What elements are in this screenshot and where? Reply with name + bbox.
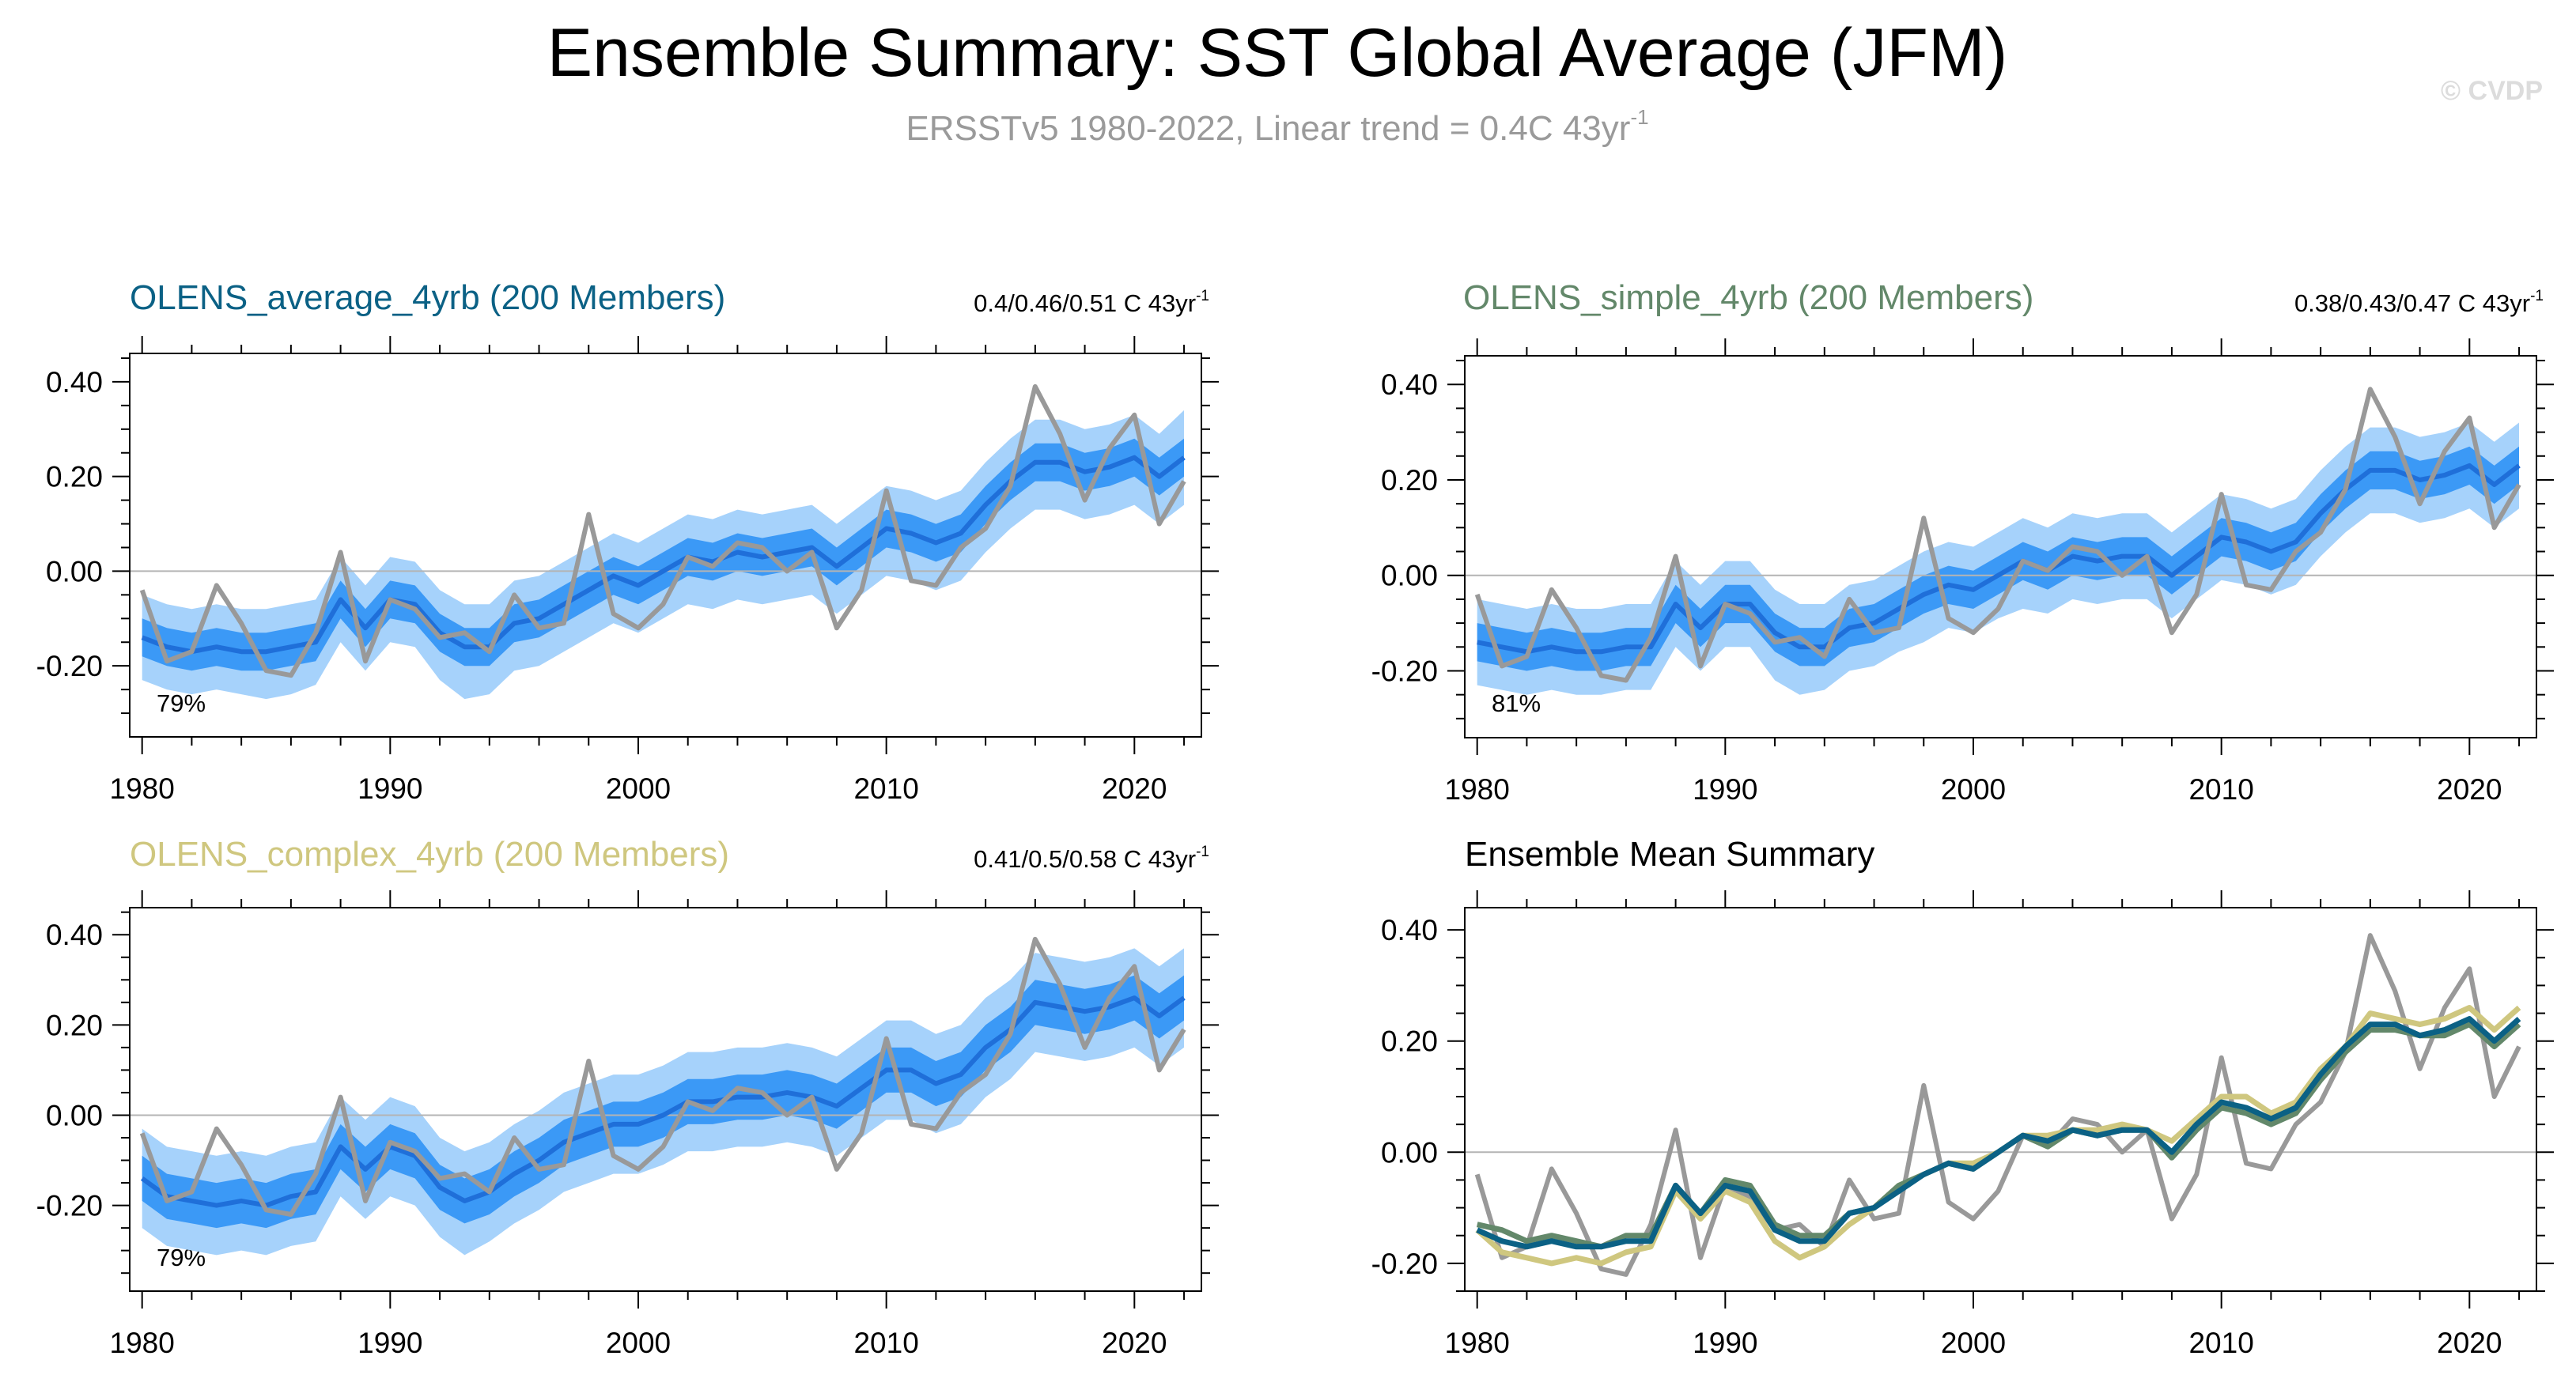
x-tick-label: 2000 — [1941, 773, 2006, 806]
plot-area — [1465, 933, 2536, 1277]
panel-simple: OLENS_simple_4yrb (200 Members) 0.38/0.4… — [1371, 278, 2554, 806]
panel-title: OLENS_simple_4yrb (200 Members) — [1463, 278, 2033, 317]
observed-line — [1474, 387, 2521, 683]
plot-frame — [1464, 907, 2537, 1292]
x-tick-label: 1990 — [357, 772, 422, 805]
x-tick-label: 1990 — [1693, 1327, 1757, 1359]
y-tick-label: -0.20 — [1371, 655, 1438, 687]
simple-mean-line — [1476, 1022, 2521, 1250]
panel-trend-sup: -1 — [1196, 844, 1209, 860]
cvdp-watermark: © CVDP — [2441, 76, 2543, 106]
x-tick-label: 1980 — [1445, 1327, 1510, 1359]
panel-title: OLENS_complex_4yrb (200 Members) — [130, 835, 729, 874]
x-tick-label: 2010 — [853, 772, 918, 805]
y-tick-label: 0.00 — [1381, 1136, 1438, 1169]
plot-area — [1465, 387, 2536, 695]
panel-trend: 0.38/0.43/0.47 C 43yr-1 — [2294, 288, 2544, 317]
x-tick-label: 1980 — [110, 1327, 175, 1359]
x-tick-label: 1990 — [1693, 773, 1757, 806]
panel-trend-sup: -1 — [2530, 288, 2544, 304]
band-25-75 — [142, 975, 1185, 1229]
panel-average: OLENS_average_4yrb (200 Members) 0.4/0.4… — [36, 278, 1219, 805]
plot-frame — [1464, 355, 2537, 738]
x-tick-label: 2010 — [2188, 773, 2253, 806]
figure-subtitle-sup: -1 — [1630, 105, 1648, 129]
plot-frame — [129, 907, 1202, 1292]
plot-area — [130, 936, 1201, 1256]
x-tick-label: 1990 — [357, 1327, 422, 1359]
x-tick-label: 2010 — [2188, 1327, 2253, 1359]
y-tick-label: -0.20 — [1371, 1248, 1438, 1280]
y-tick-label: 0.20 — [46, 461, 103, 493]
complex-mean-line — [1475, 1005, 2521, 1267]
x-tick-label: 2000 — [606, 1327, 671, 1359]
y-tick-label: 0.40 — [46, 366, 103, 398]
plot-area — [130, 383, 1201, 700]
band-25-75 — [1477, 446, 2519, 671]
y-tick-label: 0.20 — [46, 1009, 103, 1041]
axes: 1980 1990 2000 2010 2020 0.40 0.20 0.00 -0.20 — [36, 336, 1219, 805]
panel-trend-main: 0.4/0.46/0.51 C 43yr — [974, 289, 1196, 317]
y-tick-label: -0.20 — [36, 1190, 103, 1222]
y-tick-label: 0.40 — [46, 919, 103, 951]
observed-line — [139, 383, 1186, 678]
y-tick-label: 0.00 — [46, 555, 103, 587]
panel-complex: OLENS_complex_4yrb (200 Members) 0.41/0.… — [36, 835, 1219, 1359]
x-tick-label: 2020 — [1102, 772, 1167, 805]
x-tick-label: 2000 — [606, 772, 671, 805]
panel-trend-main: 0.38/0.43/0.47 C 43yr — [2294, 289, 2530, 317]
observed-line — [139, 936, 1186, 1217]
y-tick-label: -0.20 — [36, 650, 103, 682]
figure-header: Ensemble Summary: SST Global Average (JF… — [547, 15, 2543, 148]
panel-trend: 0.41/0.5/0.58 C 43yr-1 — [974, 844, 1209, 873]
figure-title: Ensemble Summary: SST Global Average (JF… — [547, 15, 2007, 91]
panel-trend-main: 0.41/0.5/0.58 C 43yr — [974, 845, 1196, 873]
panel-ensemble-mean: Ensemble Mean Summary 1980 1990 2000 2010 20… — [1371, 835, 2554, 1359]
plot-frame — [129, 353, 1202, 738]
panel-title: Ensemble Mean Summary — [1465, 835, 1874, 874]
panel-trend-sup: -1 — [1196, 288, 1209, 304]
panel-title: OLENS_average_4yrb (200 Members) — [130, 278, 725, 317]
y-tick-label: 0.40 — [1381, 914, 1438, 946]
band-25-75 — [142, 438, 1185, 671]
y-tick-label: 0.20 — [1381, 464, 1438, 497]
figure-subtitle: ERSSTv5 1980-2022, Linear trend = 0.4C 4… — [906, 105, 1648, 148]
panel-percent: 81% — [1492, 689, 1541, 717]
average-mean-line — [1476, 1016, 2521, 1250]
x-tick-label: 2020 — [1102, 1327, 1167, 1359]
x-tick-label: 2020 — [2437, 1327, 2502, 1359]
y-tick-label: 0.00 — [1381, 560, 1438, 592]
observed-line — [1474, 933, 2521, 1277]
axes: 1980 1990 2000 2010 2020 0.40 0.20 0.00 -0.20 — [1371, 890, 2554, 1359]
x-tick-label: 2020 — [2437, 773, 2502, 806]
y-tick-label: 0.00 — [46, 1099, 103, 1131]
x-tick-label: 1980 — [110, 772, 175, 805]
y-tick-label: 0.40 — [1381, 368, 1438, 401]
y-tick-label: 0.20 — [1381, 1025, 1438, 1058]
axes: 1980 1990 2000 2010 2020 0.40 0.20 0.00 -0.20 — [36, 890, 1219, 1359]
x-tick-label: 1980 — [1445, 773, 1510, 806]
x-tick-label: 2010 — [853, 1327, 918, 1359]
axes: 1980 1990 2000 2010 2020 0.40 0.20 0.00 -0.20 — [1371, 338, 2554, 806]
x-tick-label: 2000 — [1941, 1327, 2006, 1359]
figure-subtitle-main: ERSSTv5 1980-2022, Linear trend = 0.4C 4… — [906, 109, 1630, 148]
panel-percent: 79% — [157, 689, 206, 717]
panel-trend: 0.4/0.46/0.51 C 43yr-1 — [974, 288, 1209, 317]
